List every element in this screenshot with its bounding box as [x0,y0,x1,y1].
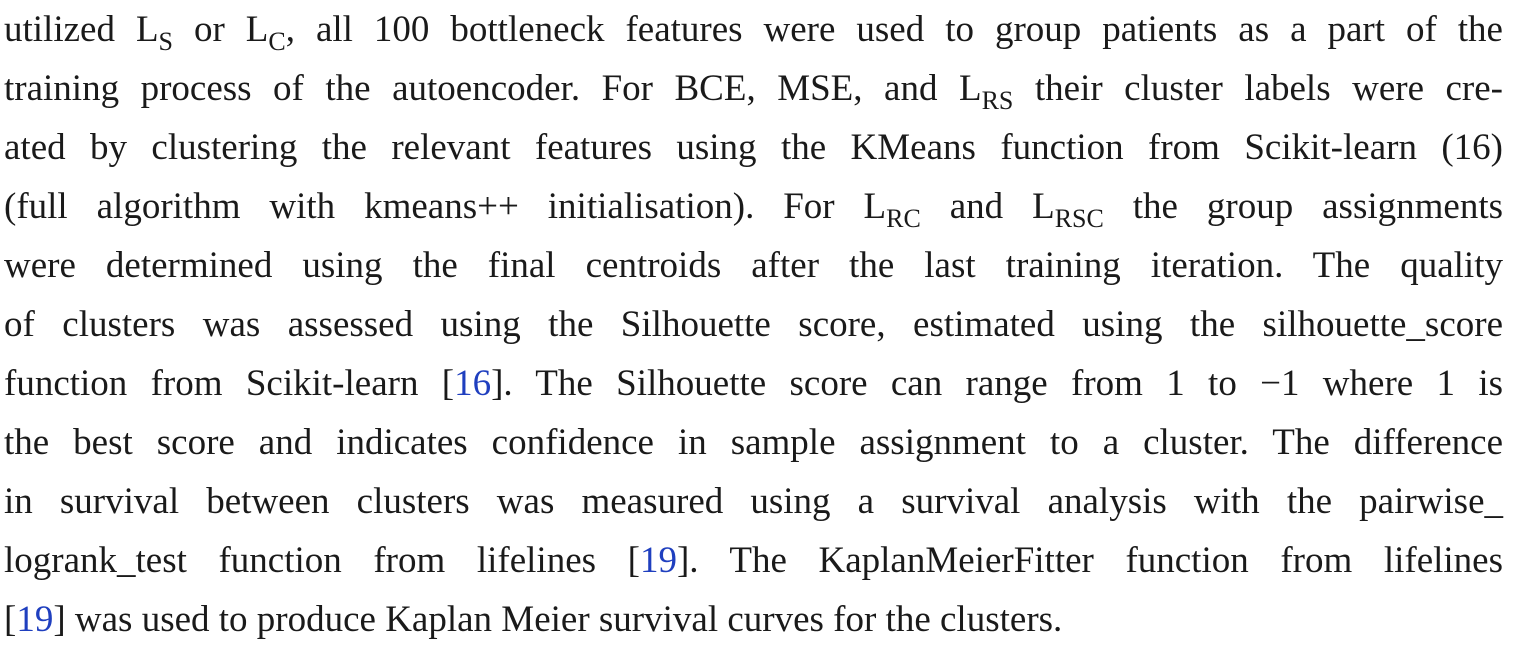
subscript: RS [981,86,1014,115]
text-span: training process of the autoencoder. For… [4,68,982,109]
text-span: ]. The KaplanMeierFitter function from l… [676,540,1503,581]
text-line-1: utilized LS or LC, all 100 bottleneck fe… [4,0,1503,59]
text-span: and L [920,186,1055,227]
subscript: RC [886,204,921,233]
text-span: were determined using the final centroid… [4,245,1503,286]
citation-link[interactable]: 19 [16,599,54,640]
text-line-10: logrank_test function from lifelines [19… [4,531,1503,590]
text-span: ] was used to produce Kaplan Meier survi… [53,599,1063,640]
citation-link[interactable]: 19 [639,540,677,581]
text-line-11: [19] was used to produce Kaplan Meier su… [4,590,1503,649]
text-span: in survival between clusters was measure… [4,481,1503,522]
text-line-4: (full algorithm with kmeans++ initialisa… [4,177,1503,236]
text-span: ated by clustering the relevant features… [4,127,1503,168]
text-span: [ [4,599,17,640]
text-line-8: the best score and indicates confidence … [4,413,1503,472]
text-line-5: were determined using the final centroid… [4,236,1503,295]
text-line-7: function from Scikit-learn [16]. The Sil… [4,354,1503,413]
text-span: their cluster labels were cre- [1013,68,1503,109]
text-span: or L [173,9,269,50]
text-span: the best score and indicates confidence … [4,422,1503,463]
text-span: of clusters was assessed using the Silho… [4,304,1503,345]
subscript: C [268,27,286,56]
subscript: RSC [1054,204,1104,233]
text-span: ]. The Silhouette score can range from 1… [491,363,1503,404]
text-span: logrank_test function from lifelines [ [4,540,640,581]
citation-link[interactable]: 16 [454,363,492,404]
text-line-6: of clusters was assessed using the Silho… [4,295,1503,354]
subscript: S [158,27,174,56]
text-line-2: training process of the autoencoder. For… [4,59,1503,118]
text-line-3: ated by clustering the relevant features… [4,118,1503,177]
text-span: function from Scikit-learn [ [4,363,455,404]
text-span: the group assignments [1103,186,1504,227]
text-span: utilized L [4,9,159,50]
text-line-9: in survival between clusters was measure… [4,472,1503,531]
text-span: , all 100 bottleneck features were used … [285,9,1503,50]
text-span: (full algorithm with kmeans++ initialisa… [4,186,887,227]
